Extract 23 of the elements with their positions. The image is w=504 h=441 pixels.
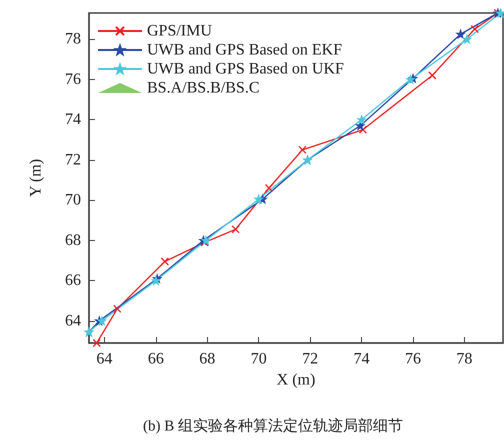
- y-tick-label: 74: [65, 111, 81, 128]
- x-axis-title: X (m): [276, 371, 316, 388]
- y-tick-label: 72: [65, 151, 81, 168]
- y-tick-label: 66: [65, 272, 81, 290]
- x-tick-label: 68: [199, 350, 216, 368]
- x-tick-label: 64: [96, 350, 112, 368]
- x-tick-label: 66: [148, 350, 164, 368]
- y-tick-label: 70: [65, 192, 81, 209]
- x-tick-label: 78: [456, 350, 472, 368]
- y-tick-label: 78: [65, 30, 81, 48]
- legend-label: BS.A/BS.B/BS.C: [147, 80, 260, 96]
- x-tick-label: 76: [405, 350, 421, 368]
- x-tick-label: 72: [302, 350, 318, 368]
- text: (b) B 组实验各种算法定位轨迹局部细节: [143, 418, 403, 434]
- y-tick-label: 76: [65, 70, 81, 88]
- legend-label: UWB and GPS Based on EKF: [147, 42, 342, 58]
- legend-label: UWB and GPS Based on UKF: [147, 60, 344, 78]
- y-axis-title: Y (m): [28, 158, 44, 198]
- x-tick-label: 74: [354, 350, 370, 368]
- y-tick-label: 68: [65, 232, 81, 249]
- x-tick-label: 70: [250, 350, 267, 368]
- legend-label: GPS/IMU: [147, 22, 212, 40]
- y-tick-label: 64: [65, 312, 81, 330]
